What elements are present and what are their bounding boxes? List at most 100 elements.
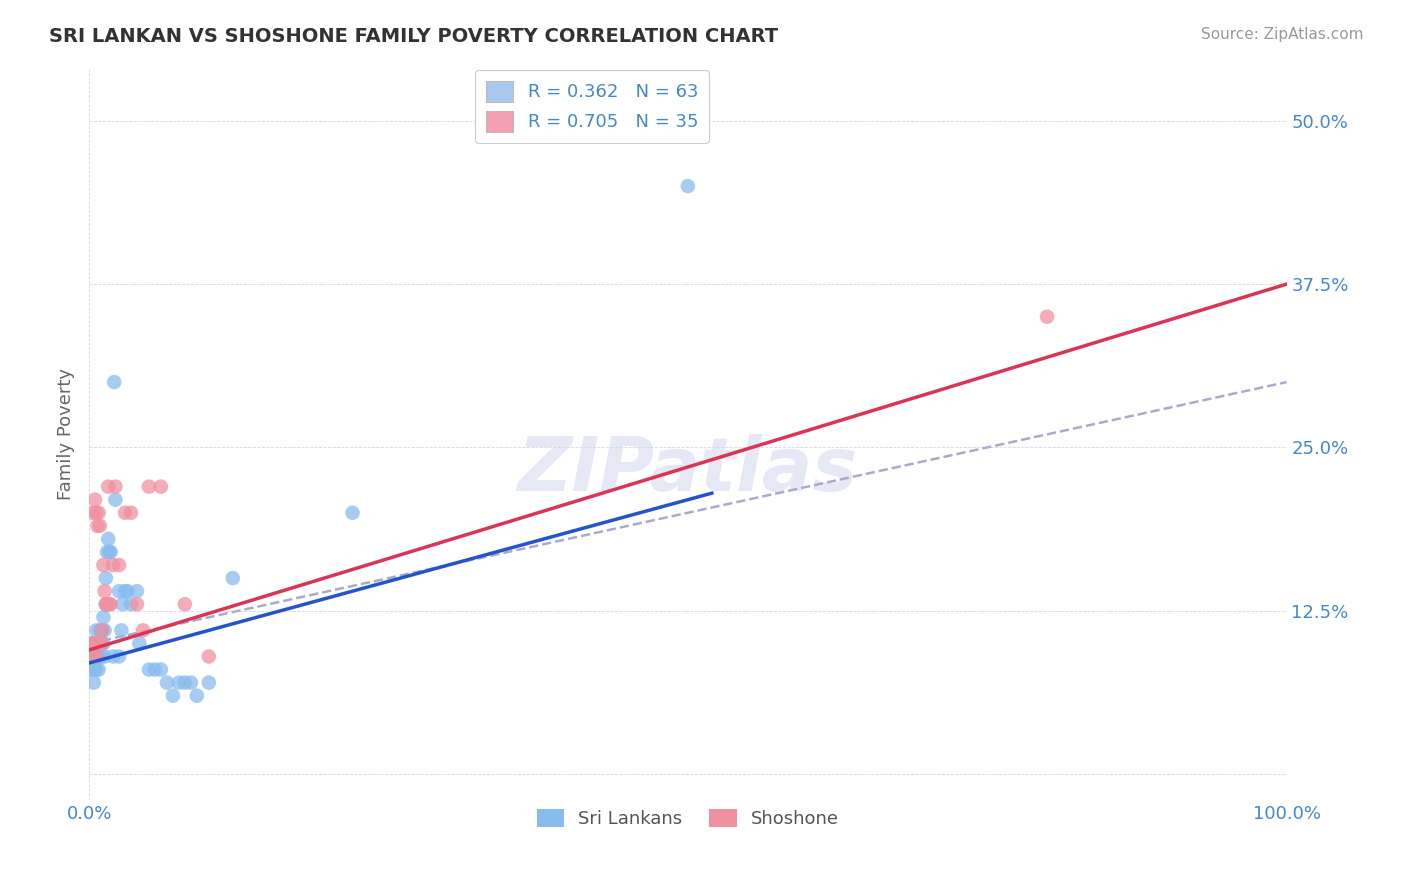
Point — [156, 675, 179, 690]
Point — [101, 649, 124, 664]
Point — [149, 663, 172, 677]
Point — [84, 636, 107, 650]
Point — [114, 506, 136, 520]
Text: SRI LANKAN VS SHOSHONE FAMILY POVERTY CORRELATION CHART: SRI LANKAN VS SHOSHONE FAMILY POVERTY CO… — [49, 27, 779, 45]
Text: ZIPatlas: ZIPatlas — [517, 434, 858, 508]
Point — [98, 597, 121, 611]
Point — [84, 624, 107, 638]
Point — [97, 480, 120, 494]
Point — [104, 480, 127, 494]
Point — [84, 663, 107, 677]
Point — [82, 636, 104, 650]
Point — [83, 675, 105, 690]
Point — [96, 545, 118, 559]
Point — [149, 480, 172, 494]
Point — [198, 675, 221, 690]
Point — [173, 675, 195, 690]
Point — [87, 506, 110, 520]
Point — [97, 532, 120, 546]
Point — [108, 649, 131, 664]
Point — [125, 597, 148, 611]
Point — [87, 636, 110, 650]
Point — [162, 689, 184, 703]
Point — [86, 649, 108, 664]
Point — [86, 636, 108, 650]
Point — [91, 636, 114, 650]
Point — [342, 506, 364, 520]
Text: Source: ZipAtlas.com: Source: ZipAtlas.com — [1201, 27, 1364, 42]
Point — [90, 624, 112, 638]
Point — [84, 649, 107, 664]
Point — [87, 636, 110, 650]
Point — [93, 636, 115, 650]
Point — [84, 636, 107, 650]
Point — [84, 649, 107, 664]
Point — [84, 636, 107, 650]
Point — [125, 584, 148, 599]
Point — [128, 636, 150, 650]
Point — [138, 480, 160, 494]
Point — [82, 649, 104, 664]
Point — [86, 636, 108, 650]
Point — [117, 584, 139, 599]
Point — [93, 610, 115, 624]
Point — [1036, 310, 1059, 324]
Point — [83, 636, 105, 650]
Point — [138, 663, 160, 677]
Point — [111, 597, 134, 611]
Point — [80, 636, 103, 650]
Point — [101, 558, 124, 572]
Point — [87, 663, 110, 677]
Point — [98, 545, 121, 559]
Point — [143, 663, 166, 677]
Point — [84, 649, 107, 664]
Point — [120, 506, 142, 520]
Point — [80, 663, 103, 677]
Point — [84, 506, 107, 520]
Y-axis label: Family Poverty: Family Poverty — [58, 368, 75, 500]
Point — [94, 597, 117, 611]
Point — [89, 649, 111, 664]
Point — [114, 584, 136, 599]
Point — [83, 636, 105, 650]
Point — [167, 675, 190, 690]
Point — [89, 636, 111, 650]
Point — [91, 624, 114, 638]
Point — [90, 636, 112, 650]
Point — [120, 597, 142, 611]
Point — [94, 597, 117, 611]
Point — [100, 545, 122, 559]
Point — [90, 649, 112, 664]
Point — [84, 636, 107, 650]
Point — [89, 624, 111, 638]
Point — [108, 558, 131, 572]
Point — [110, 624, 132, 638]
Point — [93, 649, 115, 664]
Point — [180, 675, 202, 690]
Point — [89, 518, 111, 533]
Point — [108, 584, 131, 599]
Point — [132, 624, 155, 638]
Point — [676, 179, 699, 194]
Point — [93, 584, 115, 599]
Point — [104, 492, 127, 507]
Point — [93, 624, 115, 638]
Point — [198, 649, 221, 664]
Point — [84, 492, 107, 507]
Point — [186, 689, 208, 703]
Point — [91, 624, 114, 638]
Point — [89, 636, 111, 650]
Point — [84, 663, 107, 677]
Point — [83, 649, 105, 664]
Point — [222, 571, 245, 585]
Point — [82, 649, 104, 664]
Point — [94, 571, 117, 585]
Point — [103, 375, 125, 389]
Point — [87, 649, 110, 664]
Point — [93, 558, 115, 572]
Point — [173, 597, 195, 611]
Legend: Sri Lankans, Shoshone: Sri Lankans, Shoshone — [530, 801, 846, 835]
Point — [86, 649, 108, 664]
Point — [96, 597, 118, 611]
Point — [86, 518, 108, 533]
